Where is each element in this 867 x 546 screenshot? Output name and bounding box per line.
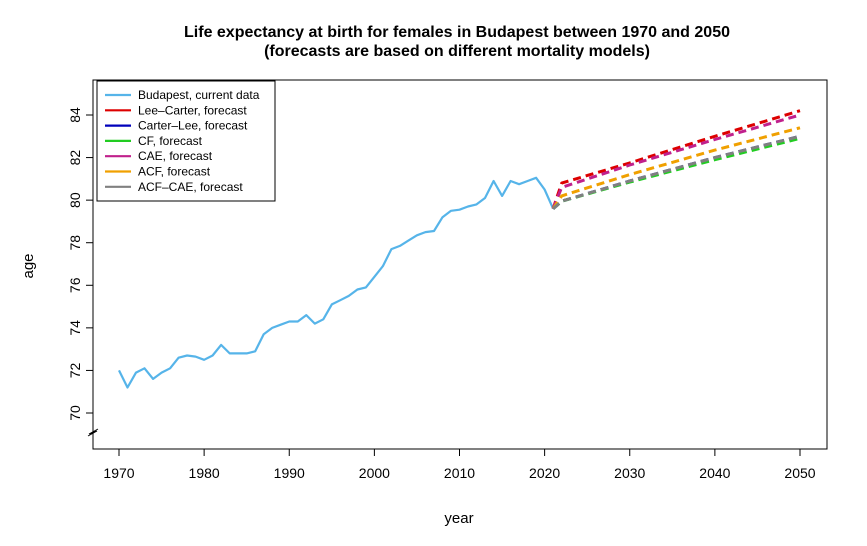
x-tick-label: 1980	[189, 465, 220, 481]
legend-label-6: ACF–CAE, forecast	[138, 180, 243, 194]
series-layer	[118, 109, 801, 389]
series-line-6	[552, 134, 801, 210]
chart-title-line2: (forecasts are based on different mortal…	[264, 43, 650, 60]
x-tick-label: 2050	[784, 465, 815, 481]
x-axis: 1970 1980 1990 2000 2010 2020 2030 2040 2050	[103, 448, 816, 481]
x-tick-label: 2010	[444, 465, 475, 481]
y-tick-label: 84	[67, 107, 83, 123]
x-tick-label: 2000	[359, 465, 390, 481]
chart-title-line1: Life expectancy at birth for females in …	[184, 24, 730, 41]
y-tick-label: 70	[67, 405, 83, 421]
y-axis-break-mark	[87, 428, 99, 437]
y-tick-label: 76	[67, 277, 83, 293]
series-line-4	[551, 113, 801, 210]
legend-label-4: CAE, forecast	[138, 149, 213, 163]
x-tick-label: 2030	[614, 465, 645, 481]
x-axis-label: year	[444, 510, 473, 527]
y-axis: 70 72 74 76 78 80 82 84	[67, 107, 99, 437]
y-tick-label: 80	[67, 192, 83, 208]
y-tick-label: 82	[67, 150, 83, 166]
x-tick-label: 2040	[699, 465, 730, 481]
series-line-0	[118, 176, 555, 389]
legend-label-5: ACF, forecast	[138, 165, 211, 179]
y-axis-label: age	[20, 253, 37, 278]
x-tick-label: 1990	[274, 465, 305, 481]
legend-label-3: CF, forecast	[138, 134, 203, 148]
y-tick-label: 74	[67, 320, 83, 336]
x-tick-label: 2020	[529, 465, 560, 481]
y-tick-label: 72	[67, 362, 83, 378]
legend-label-0: Budapest, current data	[138, 88, 260, 102]
legend-label-2: Carter–Lee, forecast	[138, 119, 248, 133]
legend-label-1: Lee–Carter, forecast	[138, 103, 247, 117]
y-tick-label: 78	[67, 235, 83, 251]
x-tick-label: 1970	[103, 465, 134, 481]
